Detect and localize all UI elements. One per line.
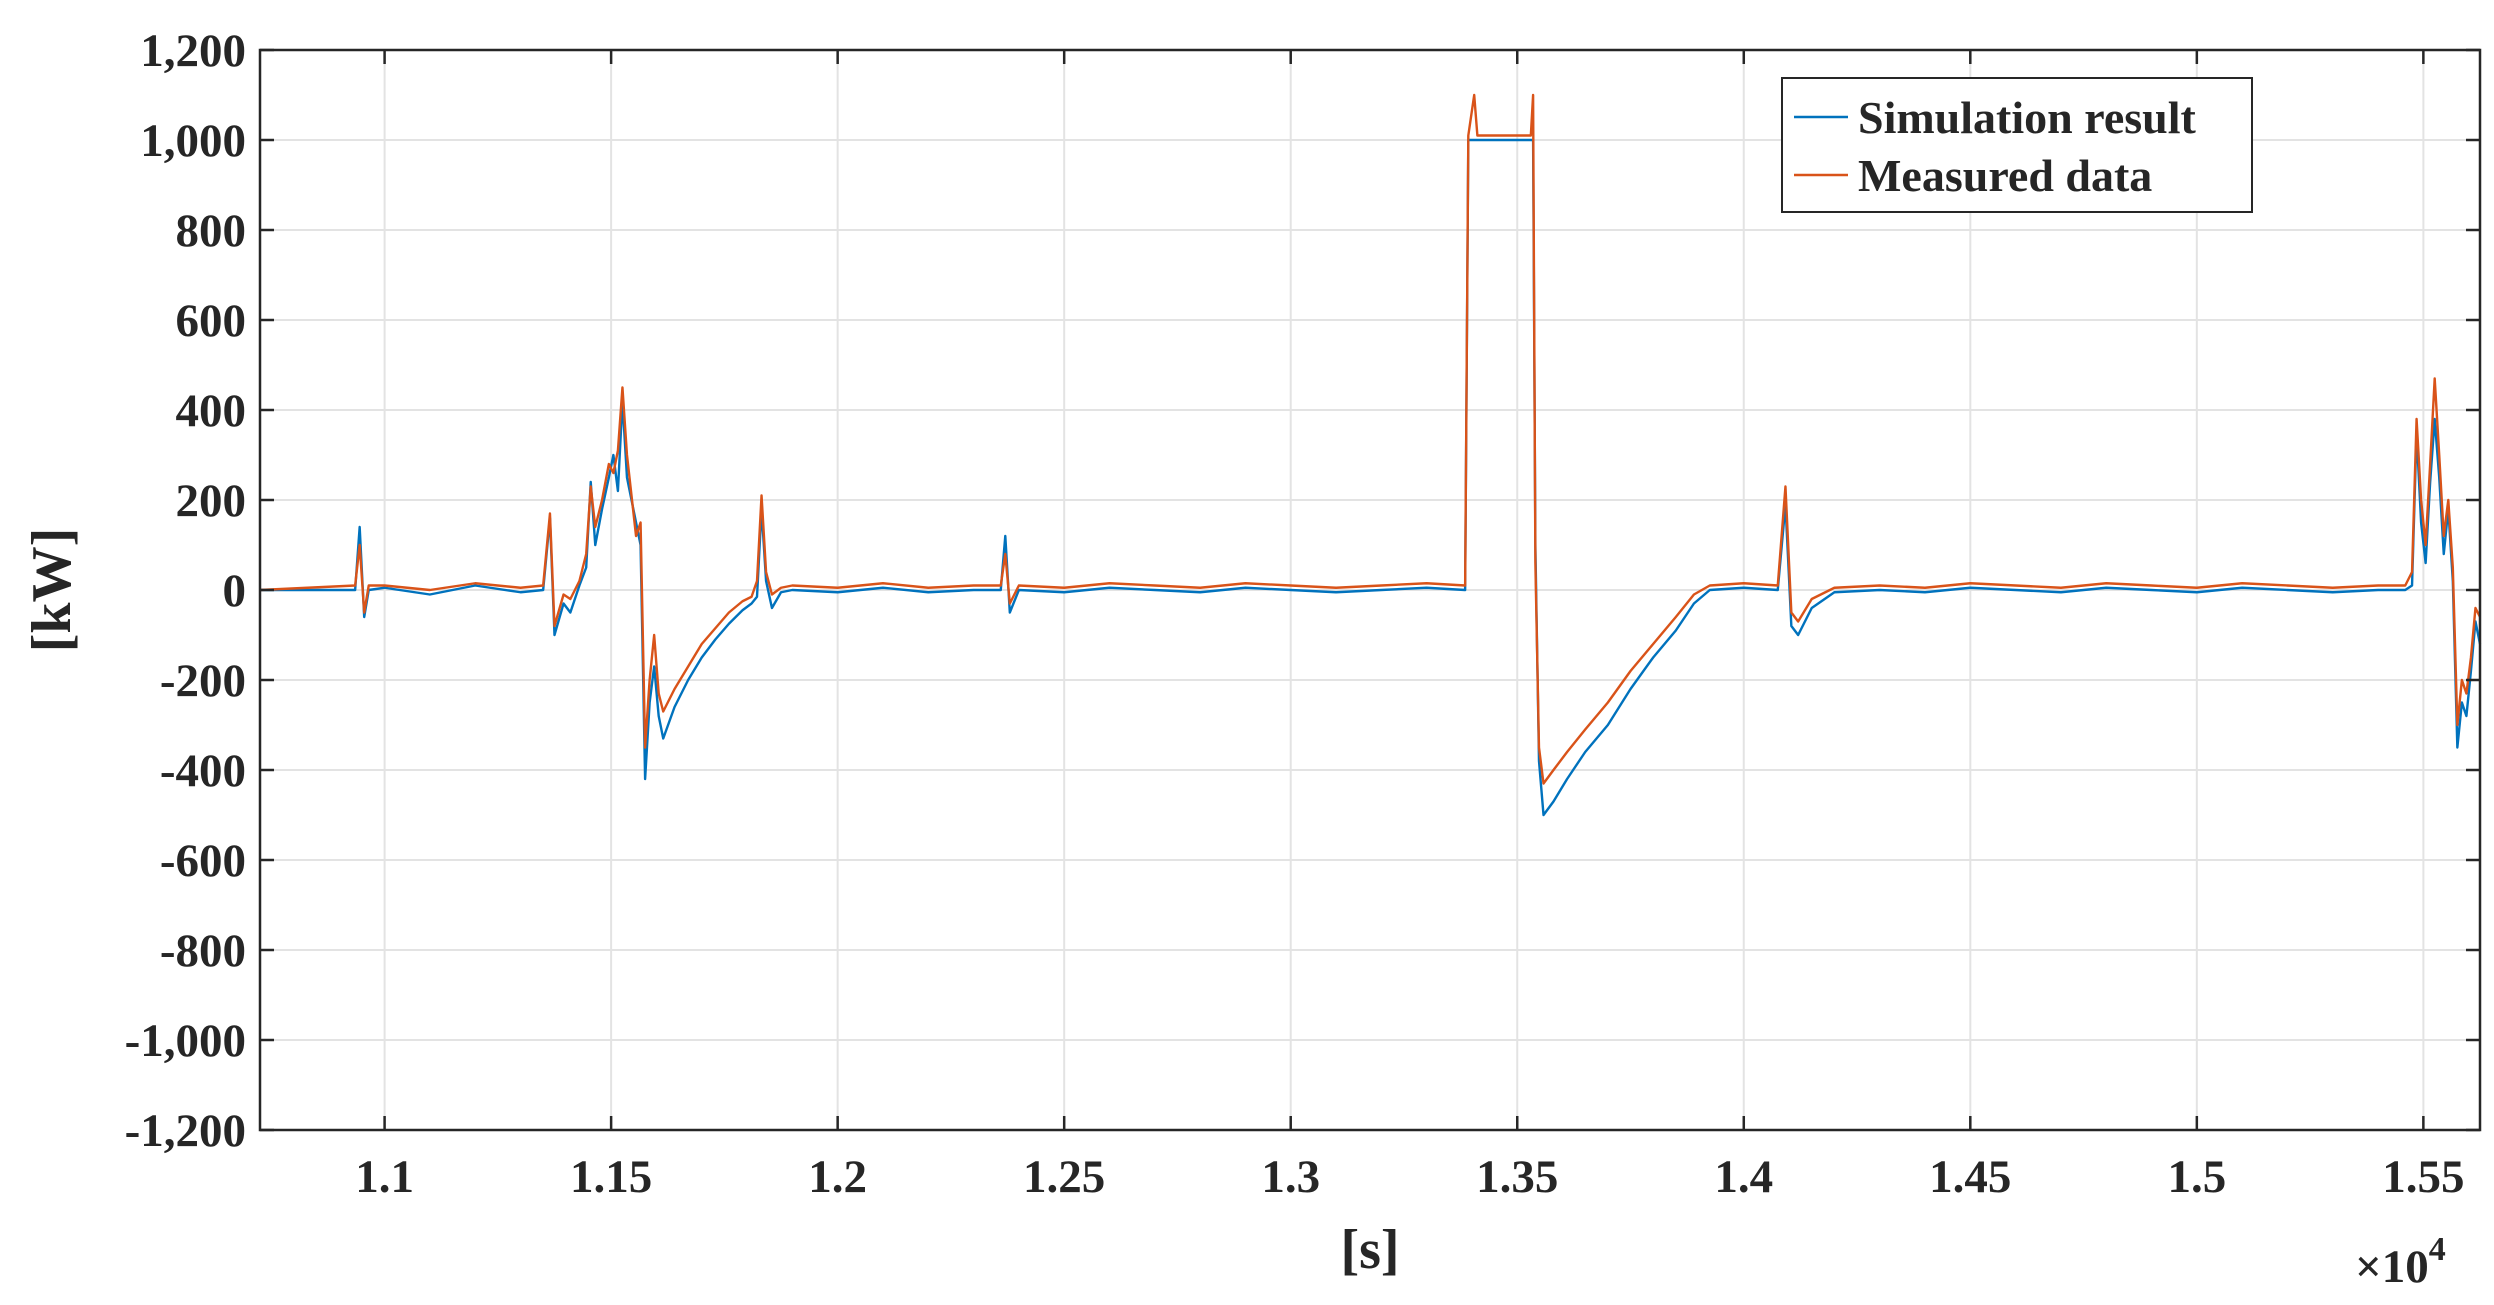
x-tick-label: 1.4 — [1714, 1151, 1773, 1203]
x-tick-label: 1.25 — [1023, 1151, 1105, 1203]
x-tick-label: 1.1 — [355, 1151, 414, 1203]
legend-label-simulation: Simulation result — [1858, 92, 2196, 143]
legend-box — [1781, 77, 2253, 213]
y-tick-label: -600 — [160, 835, 246, 887]
y-tick-label: -800 — [160, 925, 246, 977]
series-line-simulation-result — [260, 138, 2482, 817]
x-tick-label: 1.2 — [808, 1151, 867, 1203]
legend-label-measured: Measured data — [1858, 150, 2152, 201]
y-tick-label: 1,200 — [140, 25, 246, 77]
series-line-measured-data — [259, 93, 2482, 785]
x-tick-label: 1.45 — [1929, 1151, 2011, 1203]
x-multiplier-exponent: 4 — [2429, 1231, 2446, 1268]
x-tick-label: 1.15 — [570, 1151, 652, 1203]
y-tick-label: 1,000 — [140, 115, 246, 167]
y-tick-label: 200 — [176, 475, 247, 527]
x-tick-label: 1.55 — [2382, 1151, 2464, 1203]
y-tick-label: -400 — [160, 745, 246, 797]
legend: Simulation result Measured data — [1781, 77, 2253, 213]
series-group — [259, 93, 2482, 817]
x-tick-label: 1.5 — [2167, 1151, 2226, 1203]
y-axis-label: [kW] — [21, 528, 83, 652]
y-tick-label: 400 — [176, 385, 247, 437]
x-tick-label: 1.3 — [1261, 1151, 1320, 1203]
x-multiplier-base: ×10 — [2355, 1241, 2429, 1293]
y-tick-label: 600 — [176, 295, 247, 347]
y-tick-label: 0 — [223, 565, 247, 617]
y-tick-label: 800 — [176, 205, 247, 257]
x-axis-label: [s] — [1340, 1219, 1399, 1281]
x-axis-multiplier: ×104 — [2355, 1231, 2446, 1293]
y-tick-label: -1,000 — [125, 1015, 246, 1067]
x-tick-label: 1.35 — [1476, 1151, 1558, 1203]
y-tick-label: -200 — [160, 655, 246, 707]
ticks: 1.1 1.15 1.2 1.25 1.3 1.35 1.4 1.45 1.5 1.55 -1,20… — [125, 25, 2480, 1203]
y-tick-label: -1,200 — [125, 1105, 246, 1157]
